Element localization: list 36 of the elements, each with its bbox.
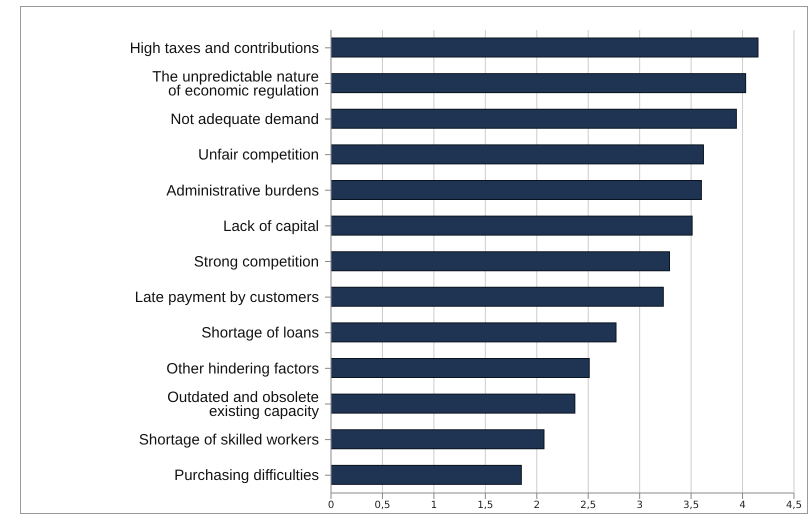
x-tick-label: 0,5 bbox=[374, 500, 390, 512]
bar bbox=[331, 464, 522, 485]
x-tick-label: 4,5 bbox=[786, 500, 802, 512]
y-tick-label: High taxes and contributions bbox=[130, 39, 319, 56]
bar bbox=[331, 251, 670, 272]
bar bbox=[331, 429, 544, 450]
bar bbox=[331, 144, 704, 164]
y-tick-label: Shortage of loans bbox=[201, 324, 319, 342]
x-tick-label: 0 bbox=[328, 500, 334, 512]
bar bbox=[331, 108, 737, 129]
y-tick-label: Administrative burdens bbox=[166, 182, 319, 199]
y-tick-label: Unfair competition bbox=[198, 146, 319, 164]
y-tick-label: The unpredictable nature of economic regulation bbox=[152, 68, 319, 99]
y-tick-label: Not adequate demand bbox=[170, 110, 319, 128]
bar bbox=[331, 216, 693, 236]
x-tick-label: 3 bbox=[636, 500, 643, 512]
bar bbox=[331, 38, 758, 58]
x-tick-label: 2 bbox=[534, 500, 540, 512]
x-tick-label: 2,5 bbox=[580, 500, 596, 512]
x-tick-label: 1 bbox=[430, 500, 438, 512]
bar bbox=[331, 322, 616, 342]
y-tick-label: Other hindering factors bbox=[166, 360, 319, 377]
x-tick-label: 4 bbox=[739, 500, 746, 512]
bar bbox=[331, 180, 702, 200]
y-tick-label: Outdated and obsolete existing capacity bbox=[167, 388, 320, 420]
bar bbox=[331, 73, 746, 94]
bar bbox=[331, 286, 664, 307]
y-tick-label: Shortage of skilled workers bbox=[138, 431, 319, 448]
bar bbox=[331, 358, 590, 378]
y-tick-label: Strong competition bbox=[194, 253, 319, 270]
y-tick-label: Purchasing difficulties bbox=[174, 466, 319, 484]
x-tick-label: 3,5 bbox=[683, 500, 700, 512]
y-tick-label: Lack of capital bbox=[223, 217, 319, 234]
y-tick-label: Late payment by customers bbox=[134, 288, 319, 306]
x-tick-label: 1,5 bbox=[477, 500, 494, 512]
bar bbox=[331, 394, 576, 414]
